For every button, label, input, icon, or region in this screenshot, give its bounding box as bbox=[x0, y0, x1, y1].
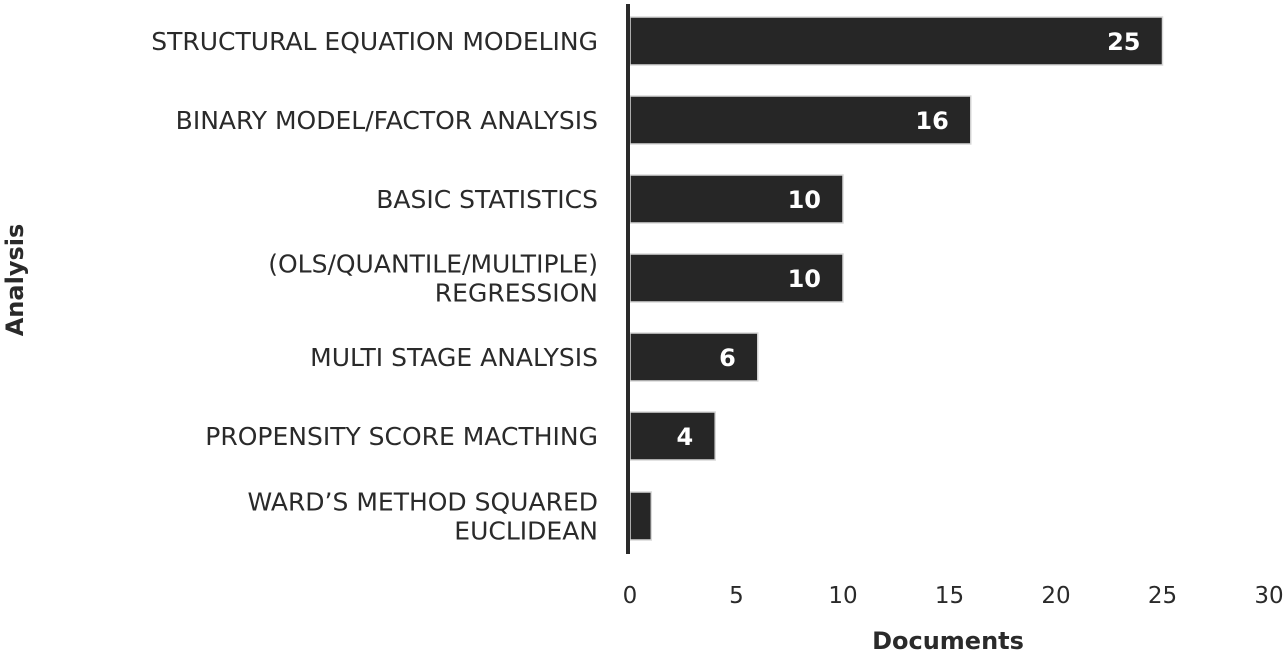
category-label-line: REGRESSION bbox=[435, 279, 598, 308]
category-label: BASIC STATISTICS bbox=[376, 185, 598, 214]
bar bbox=[629, 411, 716, 461]
category-label-line: PROPENSITY SCORE MACTHING bbox=[205, 422, 598, 451]
bar bbox=[629, 491, 653, 541]
bars bbox=[629, 16, 1164, 541]
x-tick-label: 25 bbox=[1148, 583, 1177, 609]
category-labels: STRUCTURAL EQUATION MODELING BINARY MODEL… bbox=[151, 27, 598, 546]
category-label-line: (OLS/QUANTILE/MULTIPLE) bbox=[268, 250, 598, 279]
value-label: 4 bbox=[676, 423, 693, 451]
value-label: 10 bbox=[788, 265, 821, 293]
category-label: BINARY MODEL/FACTOR ANALYSIS bbox=[176, 106, 598, 135]
x-tick-label: 20 bbox=[1041, 583, 1070, 609]
value-label: 16 bbox=[915, 107, 948, 135]
category-label: MULTI STAGE ANALYSIS bbox=[310, 343, 598, 372]
category-label-line: MULTI STAGE ANALYSIS bbox=[310, 343, 598, 372]
bar bbox=[629, 332, 759, 382]
category-label-line: STRUCTURAL EQUATION MODELING bbox=[151, 27, 598, 56]
x-axis-title: Documents bbox=[872, 627, 1024, 652]
bar bbox=[629, 253, 844, 303]
x-tick-label: 5 bbox=[729, 583, 744, 609]
bar bbox=[629, 174, 844, 224]
y-axis-title: Analysis bbox=[1, 224, 29, 337]
x-tick-label: 30 bbox=[1254, 583, 1283, 609]
value-label: 6 bbox=[719, 344, 736, 372]
value-label: 25 bbox=[1107, 28, 1140, 56]
category-label: (OLS/QUANTILE/MULTIPLE) REGRESSION bbox=[268, 250, 598, 308]
x-tick-label: 10 bbox=[828, 583, 857, 609]
category-label: PROPENSITY SCORE MACTHING bbox=[205, 422, 598, 451]
category-label-line: BINARY MODEL/FACTOR ANALYSIS bbox=[176, 106, 598, 135]
category-label: STRUCTURAL EQUATION MODELING bbox=[151, 27, 598, 56]
bar bbox=[629, 16, 1164, 66]
x-tick-label: 0 bbox=[623, 583, 638, 609]
category-label-line: WARD’S METHOD SQUARED bbox=[247, 488, 598, 517]
value-label: 10 bbox=[788, 186, 821, 214]
value-labels: 25 16 10 10 6 4 bbox=[676, 28, 1140, 451]
x-tick-label: 15 bbox=[935, 583, 964, 609]
category-label: WARD’S METHOD SQUARED EUCLIDEAN bbox=[247, 488, 598, 546]
x-tick-labels: 0 5 10 15 20 25 30 bbox=[623, 583, 1284, 609]
category-label-line: BASIC STATISTICS bbox=[376, 185, 598, 214]
bar bbox=[629, 95, 972, 145]
category-label-line: EUCLIDEAN bbox=[454, 517, 598, 546]
